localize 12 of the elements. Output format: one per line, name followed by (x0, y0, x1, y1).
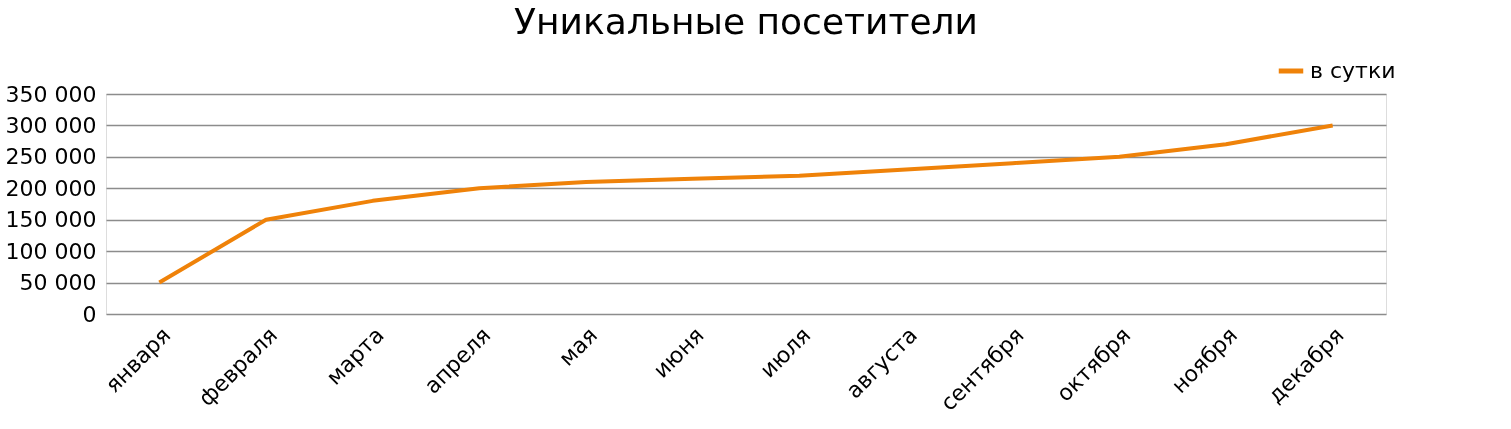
y-tick-label: 300 000 (5, 112, 97, 138)
y-tick-label: 150 000 (5, 207, 97, 233)
y-tick-label: 100 000 (5, 238, 97, 264)
y-tick-label: 250 000 (5, 144, 97, 170)
y-tick-label: 350 000 (5, 81, 97, 107)
legend-label: в сутки (1310, 58, 1396, 83)
x-tick-label: мая (553, 322, 603, 371)
chart-title: Уникальные посетители (514, 1, 978, 42)
y-tick-label: 0 (82, 301, 97, 327)
y-tick-label: 200 000 (5, 175, 97, 201)
line-series (157, 123, 1335, 285)
y-tick-label: 50 000 (19, 270, 97, 296)
